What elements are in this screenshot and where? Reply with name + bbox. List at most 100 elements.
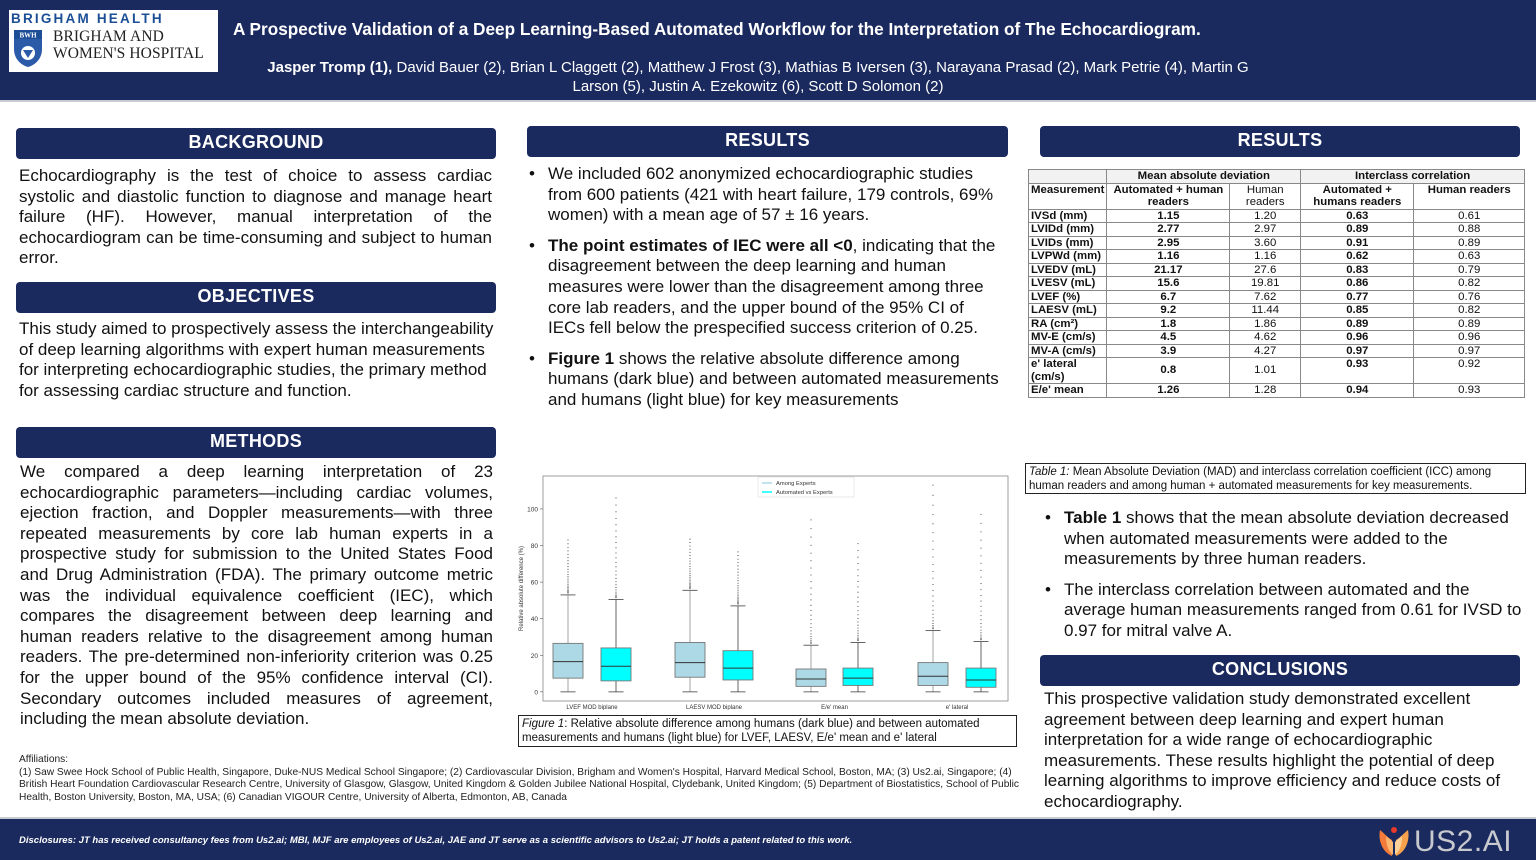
table-row: MV-E (cm/s) 4.5 4.62 0.96 0.96 [1027,330,1525,345]
outlier-point [567,590,569,592]
outlier-point [932,563,934,565]
outlier-point [737,600,739,602]
cell-mad-auto: 0.8 [1106,357,1231,384]
outlier-point [567,587,569,589]
outlier-point [857,621,859,623]
outlier-point [615,504,617,506]
outlier-point [932,605,934,607]
outlier-point [567,584,569,586]
legend-label: Automated vs Experts [776,490,833,496]
outlier-point [615,594,617,597]
outlier-point [689,585,691,587]
outlier-point [567,557,569,559]
cell-measurement: e' lateral (cm/s) [1027,357,1108,384]
outlier-point [567,543,569,545]
outlier-point [932,609,934,611]
outlier-point [737,568,739,570]
x-tick-label: e' lateral [946,705,969,710]
outlier-point [932,532,934,534]
figure-1-caption: Figure 1: Relative absolute difference a… [518,715,1017,747]
outlier-point [737,580,739,582]
cell-mad-human: 3.60 [1229,235,1302,250]
outlier-point [615,530,617,532]
table-row: MV-A (cm/s) 3.9 4.27 0.97 0.97 [1027,343,1525,358]
outlier-point [689,576,691,578]
outlier-point [857,634,859,636]
outlier-point [980,600,982,602]
outlier-point [810,604,812,606]
outlier-point [567,546,569,548]
y-tick-label: 60 [531,580,539,587]
brigham-logo: BRIGHAM HEALTH BWH BRIGHAM AND WOMEN'S H… [9,10,218,72]
outlier-point [615,587,617,589]
table-1: Mean absolute deviation Interclass corre… [1027,169,1525,398]
outlier-point [689,560,691,562]
cell-measurement: LAESV (mL) [1027,303,1108,318]
cell-icc-human: 0.79 [1413,262,1525,277]
y-axis-label: Relative absolute difference (%) [519,546,525,631]
lead-author: Jasper Tromp (1), [267,59,393,76]
outlier-point [810,630,812,632]
cell-measurement: LVEDV (mL) [1027,262,1108,277]
outlier-point [737,574,739,576]
outlier-point [737,596,739,598]
table-group-header-row: Mean absolute deviation Interclass corre… [1027,169,1525,184]
outlier-point [980,615,982,617]
cell-icc-auto: 0.93 [1300,357,1415,384]
outlier-point [857,563,859,565]
outlier-point [615,596,617,598]
outlier-point [737,558,739,560]
logo-hospital-name: BRIGHAM AND WOMEN'S HOSPITAL [53,28,204,62]
outlier-point [810,642,812,644]
outlier-point [857,614,859,616]
outlier-point [980,522,982,524]
outlier-point [810,641,812,643]
outlier-point [980,636,982,638]
outlier-point [932,548,934,550]
cell-mad-human: 1.28 [1229,383,1302,398]
results-right-bullet-2: The interclass correlation between autom… [1043,580,1523,642]
table-1-container: Mean absolute deviation Interclass corre… [1026,167,1528,463]
outlier-point [737,555,739,557]
outlier-point [615,517,617,519]
cell-icc-human: 0.82 [1413,276,1525,291]
cell-icc-auto: 0.89 [1300,222,1415,237]
outlier-point [689,563,691,565]
cell-icc-auto: 0.77 [1300,289,1415,304]
group-header-icc: Interclass correlation [1300,169,1525,184]
table-row: LVPWd (mm) 1.16 1.16 0.62 0.63 [1027,249,1525,264]
outlier-point [932,589,934,591]
results-bullet-3: Figure 1 shows the relative absolute dif… [527,349,1002,411]
outlier-point [689,542,691,544]
cell-mad-auto: 15.6 [1106,276,1231,291]
outlier-point [615,511,617,513]
outlier-point [567,582,569,584]
outlier-point [737,591,739,593]
outlier-point [980,632,982,634]
outlier-point [980,562,982,564]
figure-1-boxplot: 0 20 40 60 80 100 Relative absolute difference… [515,468,1017,711]
cell-mad-auto: 2.77 [1106,222,1231,237]
cell-icc-auto: 0.91 [1300,235,1415,250]
outlier-point [810,574,812,576]
results-bullet-1: We included 602 anonymized echocardiogra… [527,164,1002,226]
box [795,668,827,687]
cell-mad-auto: 3.9 [1106,343,1231,358]
outlier-point [932,523,934,525]
cell-measurement: RA (cm²) [1027,316,1108,331]
outlier-point [567,589,569,591]
table-row: LVIDs (mm) 2.95 3.60 0.91 0.89 [1027,235,1525,250]
table-row: E/e' mean 1.26 1.28 0.94 0.93 [1027,383,1525,398]
y-tick-label: 100 [527,506,538,513]
cell-mad-auto: 1.16 [1106,249,1231,264]
outlier-point [737,551,739,553]
results-bullet-2: The point estimates of IEC were all <0, … [527,236,1002,339]
outlier-point [857,627,859,629]
outlier-point [737,593,739,595]
outlier-point [810,609,812,611]
outlier-point [615,577,617,580]
box [722,650,754,681]
box [552,642,584,679]
cell-icc-human: 0.97 [1413,343,1525,358]
outlier-point [615,589,617,591]
